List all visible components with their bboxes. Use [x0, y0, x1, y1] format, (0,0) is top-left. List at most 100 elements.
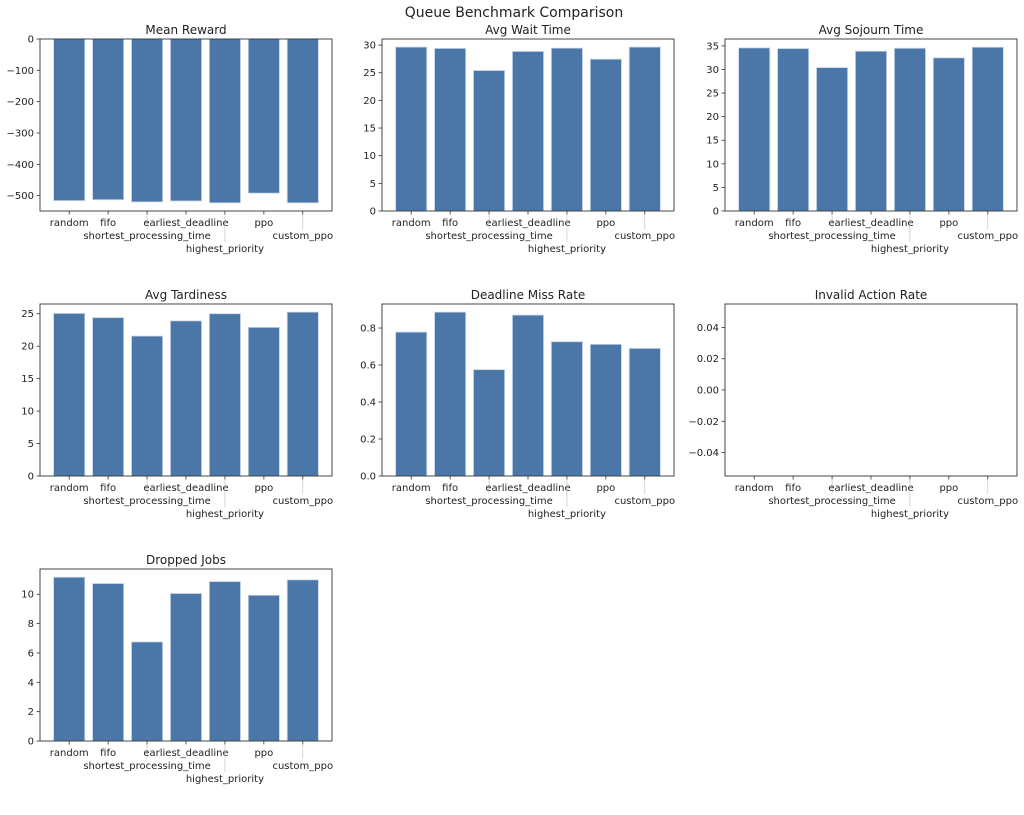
y-tick-label: 0.6: [360, 361, 376, 372]
bar-shortest_processing_time: [131, 335, 164, 477]
figure-suptitle: Queue Benchmark Comparison: [405, 5, 623, 21]
x-tick-label: shortest_processing_time: [83, 231, 210, 242]
y-tick-label: 0.02: [697, 354, 719, 365]
y-tick-label: 20: [363, 96, 376, 107]
x-tick-label: fifo: [100, 748, 116, 759]
y-tick-label: −300: [7, 128, 34, 139]
x-tick-label: shortest_processing_time: [425, 231, 552, 242]
y-tick-label: 15: [363, 124, 376, 135]
subplot-title: Invalid Action Rate: [815, 288, 928, 302]
y-tick-label: 0.04: [697, 323, 719, 334]
y-tick-label: 0.4: [360, 398, 376, 409]
bar-fifo: [434, 48, 467, 212]
bar-custom_ppo: [286, 579, 319, 742]
bar-random: [738, 47, 771, 212]
x-tick-label: custom_ppo: [272, 231, 333, 242]
bar-random: [395, 46, 428, 212]
y-tick-label: 0.00: [697, 386, 719, 397]
bar-fifo: [92, 583, 125, 742]
bar-custom_ppo: [286, 311, 319, 477]
x-tick-label: shortest_processing_time: [425, 496, 552, 507]
y-tick-label: 30: [363, 41, 376, 52]
x-tick-label: random: [392, 483, 431, 494]
subplot-mean-reward: Mean Reward 0 −100 −200 −300 −400 −500 random fi…: [7, 23, 334, 255]
y-tick-label: 5: [713, 183, 719, 194]
bar-highest_priority: [208, 581, 241, 742]
x-tick-label: highest_priority: [528, 509, 606, 520]
x-tick-label: random: [50, 218, 89, 229]
subplot-title: Avg Sojourn Time: [819, 23, 924, 37]
x-tick-label: ppo: [254, 483, 273, 494]
subplot-deadline-miss-rate: Deadline Miss Rate 0.0 0.2 0.4 0.6 0.8 random f…: [360, 288, 675, 520]
x-tick-label: ppo: [939, 218, 958, 229]
bar-ppo: [247, 38, 280, 194]
y-tick-label: 20: [21, 342, 34, 353]
x-tick-label: custom_ppo: [957, 231, 1018, 242]
y-tick-label: −0.02: [688, 417, 719, 428]
x-tick-label: earliest_deadline: [485, 218, 570, 229]
subplot-title: Mean Reward: [145, 23, 226, 37]
y-tick-label: 10: [363, 151, 376, 162]
x-tick-label: ppo: [254, 218, 273, 229]
y-tick-label: 0.2: [360, 435, 376, 446]
bar-shortest_processing_time: [131, 38, 164, 203]
y-tick-label: 30: [706, 65, 719, 76]
bar-ppo: [247, 326, 280, 477]
bar-fifo: [434, 311, 467, 477]
x-tick-label: custom_ppo: [614, 496, 675, 507]
bar-fifo: [777, 48, 810, 212]
y-tick-label: 15: [706, 136, 719, 147]
bar-highest_priority: [208, 313, 241, 477]
subplot-avg-wait-time: Avg Wait Time 0 5 10 15 20 25 30 random fifo short…: [363, 23, 675, 255]
subplot-title: Avg Wait Time: [485, 23, 571, 37]
bar-custom_ppo: [971, 46, 1004, 212]
y-tick-label: 20: [706, 112, 719, 123]
y-tick-label: −200: [7, 97, 34, 108]
y-tick-label: 6: [28, 648, 34, 659]
x-tick-label: earliest_deadline: [485, 483, 570, 494]
bar-custom_ppo: [628, 46, 661, 212]
x-tick-label: fifo: [442, 218, 458, 229]
bar-highest_priority: [550, 47, 583, 212]
y-tick-label: 0.8: [360, 324, 376, 335]
subplot-title: Dropped Jobs: [146, 553, 226, 567]
x-tick-label: shortest_processing_time: [83, 496, 210, 507]
subplot-title: Avg Tardiness: [145, 288, 227, 302]
y-tick-label: −400: [7, 160, 34, 171]
axes-frame: [724, 303, 1018, 477]
y-tick-label: 35: [706, 41, 719, 52]
x-tick-label: highest_priority: [871, 244, 949, 255]
y-tick-label: 0: [28, 472, 34, 483]
bar-random: [53, 576, 86, 742]
y-tick-label: 10: [706, 159, 719, 170]
bar-custom_ppo: [286, 38, 319, 204]
x-tick-label: random: [392, 218, 431, 229]
x-tick-label: ppo: [596, 218, 615, 229]
x-tick-label: ppo: [254, 748, 273, 759]
bar-earliest_deadline: [512, 51, 544, 212]
x-tick-label: fifo: [442, 483, 458, 494]
x-tick-label: fifo: [785, 218, 801, 229]
y-tick-label: 0: [713, 207, 719, 218]
bar-custom_ppo: [628, 347, 661, 477]
bar-highest_priority: [550, 341, 583, 477]
x-tick-label: ppo: [596, 483, 615, 494]
y-tick-label: 5: [28, 439, 34, 450]
x-tick-label: custom_ppo: [957, 496, 1018, 507]
bar-earliest_deadline: [512, 314, 544, 477]
x-tick-label: highest_priority: [186, 774, 264, 785]
x-tick-label: fifo: [785, 483, 801, 494]
bar-earliest_deadline: [855, 50, 887, 212]
y-tick-label: −500: [7, 191, 34, 202]
y-tick-label: −0.04: [688, 448, 719, 459]
y-tick-label: 5: [370, 179, 376, 190]
subplot-dropped-jobs: Dropped Jobs 0 2 4 6 8 10 random fifo shortest_pr…: [21, 553, 333, 785]
bar-earliest_deadline: [170, 320, 202, 477]
y-tick-label: 8: [28, 619, 34, 630]
bar-ppo: [589, 343, 622, 477]
x-tick-label: highest_priority: [186, 509, 264, 520]
x-tick-label: random: [735, 218, 774, 229]
x-tick-label: earliest_deadline: [143, 218, 228, 229]
x-tick-label: random: [50, 748, 89, 759]
y-tick-label: 10: [21, 590, 34, 601]
